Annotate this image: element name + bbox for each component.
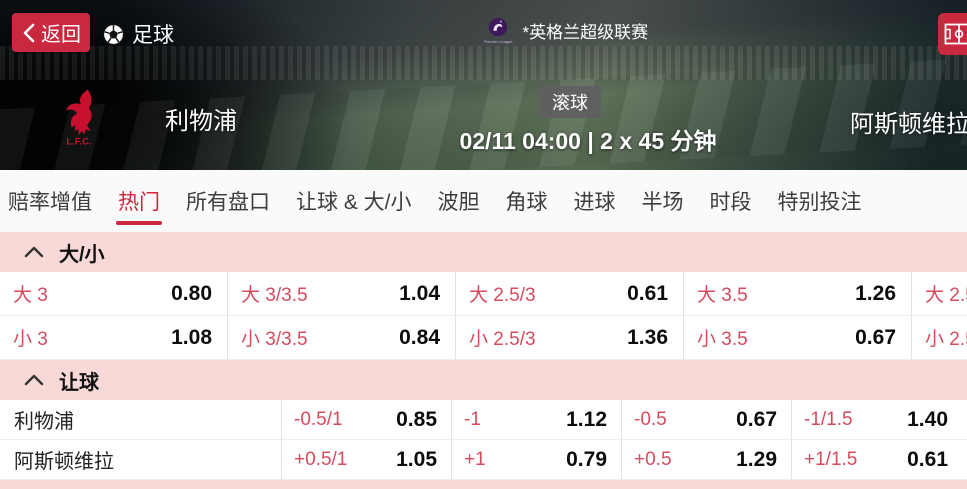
handicap-row-home: 利物浦 -0.5/1 0.85 -1 1.12 -0.5 0.67 -1/1.5… (0, 400, 967, 440)
section-header-over-under[interactable]: 大/小 (0, 232, 967, 272)
sport-label: 足球 (132, 24, 174, 47)
chevron-up-icon (24, 374, 44, 386)
odds-cell-under-3-35[interactable]: 小 3/3.5 0.84 (228, 316, 456, 359)
tab-half[interactable]: 半场 (641, 191, 684, 214)
handicap-team-away: 阿斯顿维拉 (0, 440, 282, 479)
market-tabs: 赔率增值 热门 所有盘口 让球 & 大/小 波胆 角球 进球 半场 时段 特别投… (0, 170, 967, 232)
back-button-label: 返回 (41, 24, 81, 46)
section-header-handicap[interactable]: 让球 (0, 360, 967, 400)
odds-cell-home-hcp-1[interactable]: -0.5/1 0.85 (282, 400, 452, 439)
svg-text:L.F.C.: L.F.C. (66, 137, 91, 148)
away-team-name: 阿斯顿维拉 (850, 111, 967, 138)
home-team-name: 利物浦 (165, 108, 237, 135)
tab-goals[interactable]: 进球 (573, 191, 616, 214)
odds-cell-home-hcp-2[interactable]: -1 1.12 (452, 400, 622, 439)
odds-cell-home-hcp-4[interactable]: -1/1.5 1.40 (804, 407, 948, 431)
tab-specials[interactable]: 特别投注 (777, 191, 862, 214)
odds-cell-over-3[interactable]: 大 3 0.80 (0, 272, 228, 315)
odds-cell-under-25[interactable]: 小 2.5 (925, 329, 967, 350)
odds-cell-under-25-3[interactable]: 小 2.5/3 1.36 (456, 316, 684, 359)
match-hero: 返回 足球 Premier League *英格兰超级联赛 (0, 0, 967, 170)
odds-cell-away-hcp-1[interactable]: +0.5/1 1.05 (282, 440, 452, 479)
pitch-view-button[interactable] (938, 13, 967, 55)
match-time-info: 02/11 04:00 | 2 x 45 分钟 (459, 128, 717, 154)
back-button[interactable]: 返回 (12, 13, 90, 52)
tab-period[interactable]: 时段 (709, 191, 752, 214)
tab-corners[interactable]: 角球 (505, 191, 548, 214)
tab-odds-boost[interactable]: 赔率增值 (8, 191, 92, 214)
tab-all-markets[interactable]: 所有盘口 (186, 191, 270, 214)
odds-cell-over-3-35[interactable]: 大 3/3.5 1.04 (228, 272, 456, 315)
section-title: 让球 (59, 371, 99, 394)
chevron-up-icon (24, 246, 44, 258)
chevron-left-icon (21, 23, 37, 43)
handicap-row-away: 阿斯顿维拉 +0.5/1 1.05 +1 0.79 +0.5 1.29 +1/1… (0, 440, 967, 480)
odds-cell-over-25[interactable]: 大 2.5 (925, 285, 967, 306)
over-row: 大 3 0.80 大 3/3.5 1.04 大 2.5/3 0.61 大 3.5… (0, 272, 967, 316)
odds-cell-away-hcp-4[interactable]: +1/1.5 0.61 (804, 447, 948, 471)
next-section-header-partial (0, 480, 967, 489)
odds-cell-away-hcp-2[interactable]: +1 0.79 (452, 440, 622, 479)
league-name: *英格兰超级联赛 (522, 22, 649, 42)
sport-breadcrumb: 足球 (102, 19, 174, 49)
liverpool-crest: L.F.C. (60, 86, 98, 153)
soccer-ball-icon (102, 23, 125, 46)
odds-cell-over-35[interactable]: 大 3.5 1.26 (684, 272, 912, 315)
live-status-badge: 滚球 (539, 86, 601, 118)
tab-handicap-ou[interactable]: 让球 & 大/小 (296, 191, 412, 214)
under-row: 小 3 1.08 小 3/3.5 0.84 小 2.5/3 1.36 小 3.5… (0, 316, 967, 360)
premier-league-logo-icon: Premier League (484, 16, 512, 44)
odds-cell-away-hcp-3[interactable]: +0.5 1.29 (622, 440, 792, 479)
section-title: 大/小 (59, 243, 105, 266)
odds-cell-under-3[interactable]: 小 3 1.08 (0, 316, 228, 359)
football-pitch-icon (944, 23, 967, 45)
tab-correct-score[interactable]: 波胆 (437, 191, 480, 214)
odds-cell-home-hcp-3[interactable]: -0.5 0.67 (622, 400, 792, 439)
odds-cell-under-35[interactable]: 小 3.5 0.67 (684, 316, 912, 359)
odds-cell-over-25-3[interactable]: 大 2.5/3 0.61 (456, 272, 684, 315)
handicap-team-home: 利物浦 (0, 400, 282, 439)
league-header: Premier League *英格兰超级联赛 (484, 16, 648, 44)
tab-popular[interactable]: 热门 (116, 170, 162, 232)
